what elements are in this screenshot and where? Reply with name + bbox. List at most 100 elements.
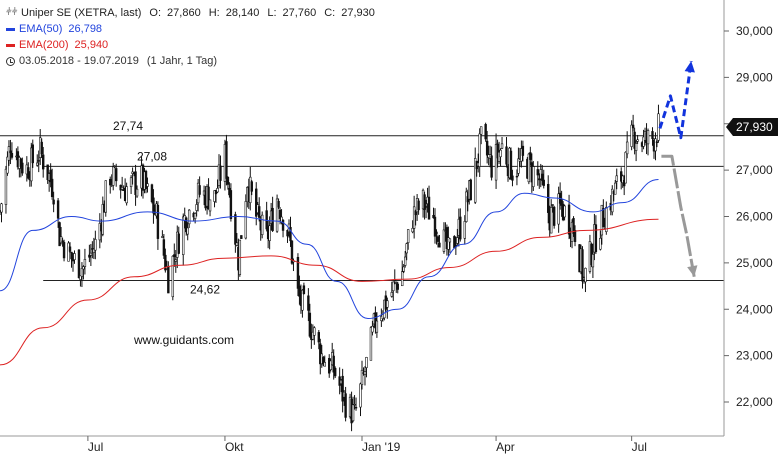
candle: [164, 248, 167, 273]
candle: [73, 250, 76, 264]
candle: [216, 179, 219, 193]
close-label: C:: [324, 7, 336, 19]
candle-body: [414, 210, 417, 216]
candle-body: [317, 332, 320, 343]
candle-body: [185, 217, 188, 233]
candle: [207, 178, 210, 210]
candle-body: [402, 266, 405, 272]
candle-body: [371, 325, 374, 333]
candle: [557, 186, 560, 233]
candle-body: [411, 227, 414, 233]
candle-body: [614, 182, 617, 195]
candle: [187, 209, 191, 228]
candle: [572, 216, 575, 237]
candle: [125, 182, 128, 206]
candle: [395, 281, 398, 293]
candle: [363, 366, 367, 386]
candle-body: [290, 240, 294, 264]
candle: [479, 126, 483, 145]
candle-body: [21, 162, 24, 174]
clock-icon: [6, 56, 15, 66]
y-tick-label: 22,000: [736, 395, 773, 409]
candlestick-icon: ⫩⫩: [6, 7, 18, 18]
candle-body: [500, 143, 504, 149]
candle: [113, 165, 116, 169]
candle-body: [438, 242, 441, 248]
candle: [49, 163, 52, 188]
candle-body: [98, 223, 102, 241]
chart-legend: ⫩⫩ Uniper SE (XETRA, last) O: 27,860 H: …: [6, 5, 375, 69]
candle-body: [447, 237, 450, 250]
candle-body: [36, 162, 39, 166]
candle-body: [198, 185, 201, 195]
candle-body: [363, 371, 367, 375]
candle: [36, 154, 39, 167]
candle-body: [351, 404, 355, 422]
candle: [447, 226, 450, 257]
candle-body: [581, 249, 584, 282]
candle: [405, 242, 408, 261]
candle-body: [307, 295, 310, 311]
x-tick-label: Apr: [496, 440, 515, 454]
candle-body: [573, 229, 577, 242]
candle: [369, 326, 373, 361]
candle-body: [4, 168, 8, 205]
candle-body: [70, 251, 73, 260]
candle-body: [250, 181, 253, 192]
candle: [636, 134, 639, 144]
candle: [174, 250, 177, 273]
x-tick-label: Jul: [632, 440, 647, 454]
date-range: 03.05.2018 - 19.07.2019: [19, 55, 139, 67]
candle: [490, 146, 493, 181]
y-tick-label: 24,000: [736, 302, 773, 316]
y-tick-label: 25,000: [736, 256, 773, 270]
candle-body: [277, 200, 280, 208]
candle-body: [630, 124, 633, 147]
candle: [101, 196, 104, 237]
candle-body: [187, 209, 191, 225]
x-tick-label: Jul: [88, 440, 103, 454]
candle-body: [313, 327, 316, 336]
candle-body: [369, 327, 373, 361]
ema200-line: [0, 218, 659, 366]
candle-body: [386, 300, 389, 308]
candle: [412, 195, 416, 239]
projection-arrows: [658, 60, 698, 278]
low-label: L:: [267, 7, 277, 19]
candle: [92, 237, 96, 260]
candle-body: [52, 199, 55, 205]
candle: [353, 395, 356, 410]
ema50-legend: EMA(50) 26,798: [6, 21, 375, 37]
y-tick-label: 27,000: [736, 163, 773, 177]
candle-body: [396, 283, 399, 290]
candle-body: [216, 188, 219, 193]
candle-body: [80, 268, 84, 277]
candle: [37, 150, 40, 173]
candle: [433, 208, 437, 244]
candlesticks: [0, 104, 660, 432]
candle: [402, 264, 405, 274]
candle-body: [329, 360, 332, 371]
candle: [129, 175, 133, 194]
last-price-tag: 27,930: [726, 117, 778, 136]
candle: [234, 211, 237, 253]
candle-body: [615, 175, 618, 182]
candle: [152, 189, 155, 224]
candle: [83, 248, 87, 275]
candle-body: [207, 186, 210, 210]
candle-body: [296, 256, 300, 289]
candle: [484, 122, 487, 142]
candle-body: [40, 141, 43, 155]
candle-body: [359, 383, 362, 408]
candle-body: [260, 214, 264, 235]
candle: [563, 204, 566, 221]
candle-body: [219, 165, 222, 181]
candle-body: [173, 254, 176, 258]
candle-body: [602, 207, 605, 228]
open-label: O:: [149, 7, 162, 19]
candle: [511, 169, 514, 187]
candle: [162, 234, 166, 259]
candle-body: [390, 292, 393, 297]
candle: [360, 360, 364, 390]
